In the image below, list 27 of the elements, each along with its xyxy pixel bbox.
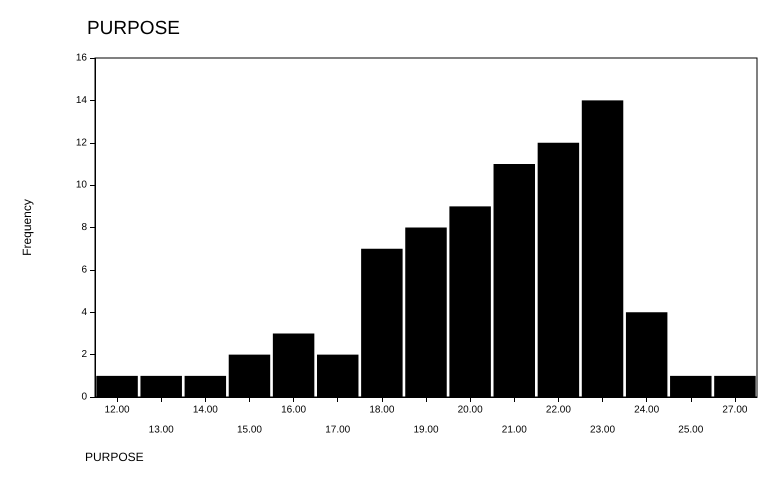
x-tick-label: 22.00 <box>546 404 572 416</box>
x-tick-label: 18.00 <box>369 404 395 416</box>
x-tick-label: 27.00 <box>722 404 748 416</box>
y-tick-label: 6 <box>81 264 88 276</box>
x-tick-label: 16.00 <box>281 404 307 416</box>
y-tick-label: 14 <box>76 94 88 106</box>
x-tick-label: 24.00 <box>634 404 660 416</box>
y-tick-label: 10 <box>76 180 88 191</box>
y-tick-label: 4 <box>81 306 88 318</box>
x-tick-label: 13.00 <box>148 424 174 436</box>
y-tick-label: 2 <box>81 349 88 360</box>
x-tick-label: 25.00 <box>678 424 704 436</box>
chart-title: PURPOSE <box>87 18 180 39</box>
x-tick-label: 14.00 <box>192 404 218 416</box>
y-axis-title: Frequency <box>20 199 34 256</box>
x-tick-label: 23.00 <box>590 424 616 436</box>
y-tick-label: 16 <box>76 52 88 64</box>
x-tick-label: 17.00 <box>325 424 351 436</box>
x-axis-title: PURPOSE <box>85 450 144 464</box>
y-tick-label: 12 <box>76 137 88 148</box>
x-tick-label: 21.00 <box>502 424 528 436</box>
x-tick-label: 20.00 <box>458 404 484 416</box>
x-tick-label: 15.00 <box>236 424 262 436</box>
x-tick-label: 19.00 <box>413 424 439 436</box>
y-tick-label: 0 <box>81 392 88 402</box>
x-tick-label: 12.00 <box>104 404 130 416</box>
y-tick-label: 8 <box>81 222 88 233</box>
